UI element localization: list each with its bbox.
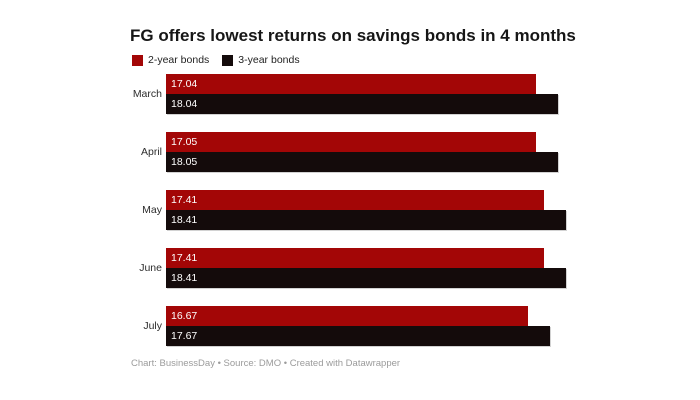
bar-group-may: May 17.41 18.41: [130, 190, 695, 230]
legend-item-3-year-bonds: 3-year bonds: [222, 54, 300, 66]
bar-2-year-bonds: 16.67: [166, 306, 528, 326]
bar-value-label: 17.05: [171, 136, 198, 148]
legend-label: 3-year bonds: [238, 54, 300, 66]
bar-value-label: 17.41: [171, 252, 198, 264]
chart-title: FG offers lowest returns on savings bond…: [130, 26, 576, 45]
bar-3-year-bonds: 18.41: [166, 268, 566, 288]
bar-2-year-bonds: 17.41: [166, 248, 544, 268]
bar-3-year-bonds: 18.04: [166, 94, 558, 114]
bars-container: 17.05 18.05: [166, 132, 558, 172]
bar-2-year-bonds: 17.05: [166, 132, 536, 152]
bar-value-label: 18.41: [171, 272, 198, 284]
legend: 2-year bonds 3-year bonds: [132, 54, 300, 66]
bar-group-march: March 17.04 18.04: [130, 74, 695, 114]
bars-container: 17.41 18.41: [166, 248, 566, 288]
bar-value-label: 17.41: [171, 194, 198, 206]
bar-3-year-bonds: 18.05: [166, 152, 558, 172]
plot-area: March 17.04 18.04 April 17.05 18.05 May 17.41 18…: [130, 74, 695, 359]
legend-swatch-icon: [222, 54, 234, 66]
category-label: April: [140, 146, 162, 158]
category-label: June: [139, 262, 162, 274]
attribution-text: Chart: BusinessDay • Source: DMO • Creat…: [131, 358, 401, 369]
bar-value-label: 16.67: [171, 310, 198, 322]
bar-value-label: 17.67: [171, 330, 198, 342]
bar-value-label: 18.41: [171, 214, 198, 226]
bar-2-year-bonds: 17.41: [166, 190, 544, 210]
category-label: March: [132, 88, 162, 100]
bar-group-july: July 16.67 17.67: [130, 306, 695, 346]
bar-3-year-bonds: 18.41: [166, 210, 566, 230]
bar-group-june: June 17.41 18.41: [130, 248, 695, 288]
bar-value-label: 17.04: [171, 78, 198, 90]
bar-value-label: 18.04: [171, 98, 198, 110]
bars-container: 17.41 18.41: [166, 190, 566, 230]
bar-group-april: April 17.05 18.05: [130, 132, 695, 172]
bars-container: 17.04 18.04: [166, 74, 558, 114]
bar-2-year-bonds: 17.04: [166, 74, 536, 94]
legend-label: 2-year bonds: [148, 54, 210, 66]
category-label: May: [142, 204, 162, 216]
category-label: July: [143, 320, 162, 332]
bars-container: 16.67 17.67: [166, 306, 550, 346]
bar-3-year-bonds: 17.67: [166, 326, 550, 346]
bar-value-label: 18.05: [171, 156, 198, 168]
legend-item-2-year-bonds: 2-year bonds: [132, 54, 209, 66]
legend-swatch-icon: [132, 54, 143, 66]
